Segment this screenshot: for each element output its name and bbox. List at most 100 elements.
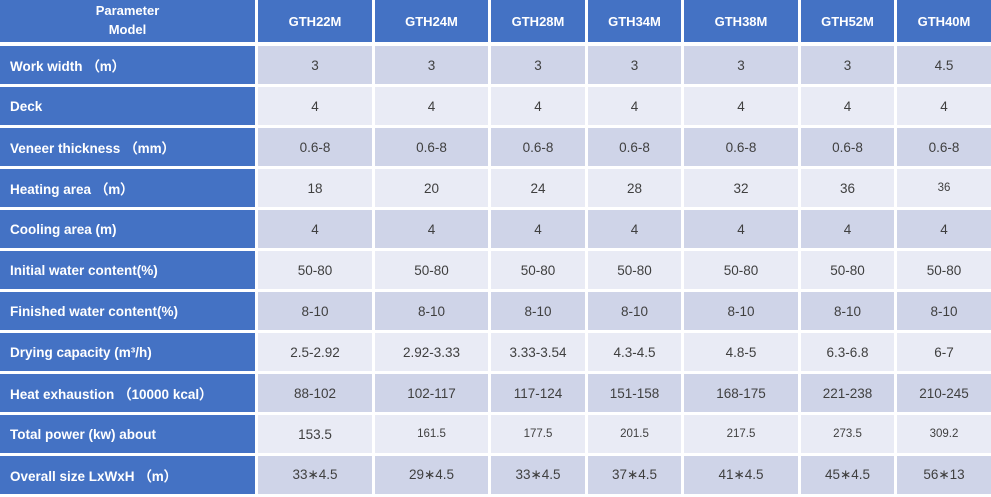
cell-value: 45∗4.5 xyxy=(801,456,897,497)
cell-value: 18 xyxy=(258,169,375,210)
row-label: Heating area （m） xyxy=(0,169,258,210)
cell-value: 217.5 xyxy=(684,415,801,456)
cell-value: 273.5 xyxy=(801,415,897,456)
cell-value: 3 xyxy=(801,46,897,87)
cell-value: 210-245 xyxy=(897,374,991,415)
model-header: GTH22M xyxy=(258,0,375,46)
cell-value: 50-80 xyxy=(491,251,588,292)
cell-value: 8-10 xyxy=(588,292,684,333)
row-label: Overall size LxWxH （m） xyxy=(0,456,258,497)
model-header: GTH34M xyxy=(588,0,684,46)
cell-value: 50-80 xyxy=(258,251,375,292)
cell-value: 36 xyxy=(897,169,991,210)
cell-value: 4.8-5 xyxy=(684,333,801,374)
table-row: Veneer thickness （mm） 0.6-8 0.6-8 0.6-8 0.6-… xyxy=(0,128,991,169)
header-row: Parameter Model GTH22M GTH24M GTH28M GTH34M… xyxy=(0,0,991,46)
cell-value: 4 xyxy=(897,87,991,128)
cell-value: 3 xyxy=(375,46,491,87)
row-label: Deck xyxy=(0,87,258,128)
cell-value: 4 xyxy=(684,210,801,251)
row-label: Cooling area (m) xyxy=(0,210,258,251)
cell-value: 88-102 xyxy=(258,374,375,415)
cell-value: 3 xyxy=(491,46,588,87)
cell-value: 0.6-8 xyxy=(684,128,801,169)
table-row: Heating area （m） 18 20 24 28 32 36 36 xyxy=(0,169,991,210)
cell-value: 102-117 xyxy=(375,374,491,415)
cell-value: 151-158 xyxy=(588,374,684,415)
row-label: Veneer thickness （mm） xyxy=(0,128,258,169)
cell-value: 29∗4.5 xyxy=(375,456,491,497)
cell-value: 2.5-2.92 xyxy=(258,333,375,374)
cell-value: 8-10 xyxy=(897,292,991,333)
cell-value: 0.6-8 xyxy=(897,128,991,169)
cell-value: 177.5 xyxy=(491,415,588,456)
cell-value: 50-80 xyxy=(588,251,684,292)
cell-value: 4 xyxy=(258,210,375,251)
corner-header-line1: Parameter xyxy=(95,3,160,19)
cell-value: 20 xyxy=(375,169,491,210)
cell-value: 4 xyxy=(684,87,801,128)
cell-value: 4 xyxy=(375,87,491,128)
cell-value: 4 xyxy=(491,210,588,251)
cell-value: 168-175 xyxy=(684,374,801,415)
cell-value: 4.5 xyxy=(897,46,991,87)
cell-value: 56∗13 xyxy=(897,456,991,497)
cell-value: 0.6-8 xyxy=(491,128,588,169)
cell-value: 0.6-8 xyxy=(588,128,684,169)
cell-value: 117-124 xyxy=(491,374,588,415)
cell-value: 37∗4.5 xyxy=(588,456,684,497)
cell-value: 8-10 xyxy=(375,292,491,333)
cell-value: 32 xyxy=(684,169,801,210)
table-row: Drying capacity (m³/h) 2.5-2.92 2.92-3.33 3… xyxy=(0,333,991,374)
cell-value: 6-7 xyxy=(897,333,991,374)
table-row: Overall size LxWxH （m） 33∗4.5 29∗4.5 33∗4.5… xyxy=(0,456,991,497)
model-header: GTH24M xyxy=(375,0,491,46)
cell-value: 8-10 xyxy=(491,292,588,333)
cell-value: 28 xyxy=(588,169,684,210)
cell-value: 161.5 xyxy=(375,415,491,456)
table-row: Total power (kw) about 153.5 161.5 177.5 201… xyxy=(0,415,991,456)
table-row: Heat exhaustion （10000 kcal） 88-102 102-11… xyxy=(0,374,991,415)
cell-value: 4 xyxy=(801,87,897,128)
row-label: Total power (kw) about xyxy=(0,415,258,456)
cell-value: 36 xyxy=(801,169,897,210)
cell-value: 50-80 xyxy=(375,251,491,292)
cell-value: 2.92-3.33 xyxy=(375,333,491,374)
row-label: Initial water content(%) xyxy=(0,251,258,292)
cell-value: 33∗4.5 xyxy=(258,456,375,497)
cell-value: 3 xyxy=(258,46,375,87)
cell-value: 4 xyxy=(897,210,991,251)
cell-value: 221-238 xyxy=(801,374,897,415)
cell-value: 4 xyxy=(375,210,491,251)
cell-value: 50-80 xyxy=(897,251,991,292)
table-row: Deck 4 4 4 4 4 4 4 xyxy=(0,87,991,128)
row-label: Drying capacity (m³/h) xyxy=(0,333,258,374)
cell-value: 4.3-4.5 xyxy=(588,333,684,374)
cell-value: 50-80 xyxy=(684,251,801,292)
row-label: Heat exhaustion （10000 kcal） xyxy=(0,374,258,415)
cell-value: 4 xyxy=(491,87,588,128)
cell-value: 4 xyxy=(258,87,375,128)
cell-value: 8-10 xyxy=(684,292,801,333)
cell-value: 4 xyxy=(588,87,684,128)
cell-value: 41∗4.5 xyxy=(684,456,801,497)
table-row: Cooling area (m) 4 4 4 4 4 4 4 xyxy=(0,210,991,251)
row-label: Work width （m） xyxy=(0,46,258,87)
cell-value: 0.6-8 xyxy=(258,128,375,169)
model-header: GTH28M xyxy=(491,0,588,46)
cell-value: 153.5 xyxy=(258,415,375,456)
table-row: Initial water content(%) 50-80 50-80 50-80 5… xyxy=(0,251,991,292)
cell-value: 50-80 xyxy=(801,251,897,292)
cell-value: 201.5 xyxy=(588,415,684,456)
cell-value: 3 xyxy=(588,46,684,87)
model-header: GTH52M xyxy=(801,0,897,46)
cell-value: 3.33-3.54 xyxy=(491,333,588,374)
row-label: Finished water content(%) xyxy=(0,292,258,333)
cell-value: 309.2 xyxy=(897,415,991,456)
corner-header: Parameter Model xyxy=(0,0,258,46)
table-row: Finished water content(%) 8-10 8-10 8-10 8-1… xyxy=(0,292,991,333)
cell-value: 6.3-6.8 xyxy=(801,333,897,374)
model-header: GTH38M xyxy=(684,0,801,46)
cell-value: 4 xyxy=(588,210,684,251)
